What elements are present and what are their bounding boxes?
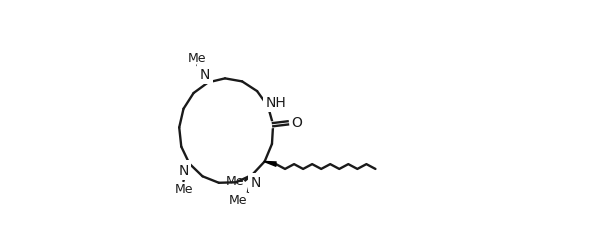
Polygon shape <box>264 162 276 167</box>
Text: Me: Me <box>188 51 206 65</box>
Text: Me: Me <box>226 174 244 187</box>
Text: N: N <box>251 176 261 190</box>
Text: N: N <box>199 68 210 82</box>
Text: Me: Me <box>174 182 193 195</box>
Text: Me: Me <box>229 193 247 206</box>
Text: O: O <box>291 116 303 130</box>
Text: NH: NH <box>266 96 287 110</box>
Text: N: N <box>178 163 189 177</box>
